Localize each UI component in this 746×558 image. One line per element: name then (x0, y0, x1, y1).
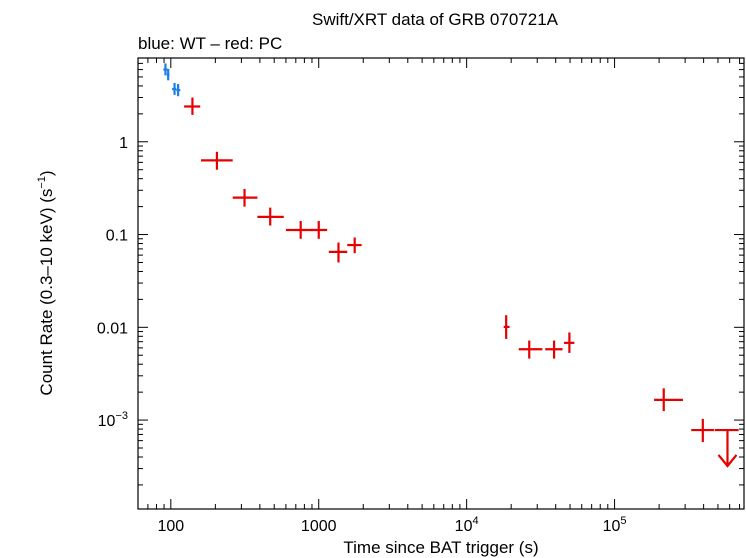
x-tick-label: 105 (603, 515, 627, 535)
y-axis-label-sup: −1 (36, 176, 48, 189)
y-axis-label: Count Rate (0.3–10 keV) (s−1) (36, 170, 56, 395)
data-point (503, 315, 510, 339)
data-point (518, 340, 543, 359)
y-tick-labels: 1 0.1 0.01 10−3 (97, 135, 128, 430)
upper-limit (714, 428, 739, 468)
data-point (545, 340, 563, 359)
x-tick-labels: 100 1000 104 105 (157, 515, 626, 535)
upper-limit-arrow-head (717, 454, 738, 468)
y-tick-label-sup: −3 (115, 410, 128, 422)
x-tick-label-sup: 5 (620, 515, 626, 527)
y-tick-label: 10−3 (98, 410, 128, 430)
x-tick-label: 104 (455, 515, 479, 535)
data-point (166, 68, 170, 81)
data-points (163, 63, 739, 468)
data-point (285, 220, 313, 239)
data-point (184, 97, 201, 115)
y-tick-label-base: 0.1 (106, 228, 128, 245)
chart-subtitle: blue: WT – red: PC (138, 34, 282, 53)
y-axis-label-end: ) (37, 170, 56, 176)
x-tick-label-base: 100 (157, 518, 184, 535)
axis-ticks (137, 57, 744, 509)
y-tick-label-base: 0.01 (97, 320, 128, 337)
x-axis-label: Time since BAT trigger (s) (343, 538, 538, 557)
x-tick-label-base: 10 (603, 518, 621, 535)
y-tick-label-base: 1 (119, 135, 128, 152)
data-point (201, 151, 233, 170)
data-point (347, 237, 362, 254)
data-point (172, 83, 177, 95)
x-tick-label-sup: 4 (472, 515, 478, 527)
x-tick-label: 1000 (301, 518, 337, 535)
plot-frame (137, 57, 745, 510)
data-point (163, 63, 168, 76)
x-tick-label-base: 10 (455, 518, 473, 535)
data-point (176, 83, 181, 97)
data-point (257, 207, 284, 226)
data-point (563, 332, 575, 353)
y-tick-label-base: 10 (98, 413, 116, 430)
data-point (232, 188, 258, 207)
data-point (311, 220, 328, 239)
chart-title: Swift/XRT data of GRB 070721A (312, 10, 559, 29)
y-tick-label: 0.01 (97, 320, 128, 337)
x-tick-label-base: 1000 (301, 518, 337, 535)
data-point (328, 242, 348, 263)
y-axis-label-main: Count Rate (0.3–10 keV) (s (37, 189, 56, 396)
y-tick-label: 1 (119, 135, 128, 152)
data-point (654, 388, 683, 412)
x-tick-label: 100 (157, 518, 184, 535)
data-point (691, 418, 714, 443)
y-tick-label: 0.1 (106, 228, 128, 245)
